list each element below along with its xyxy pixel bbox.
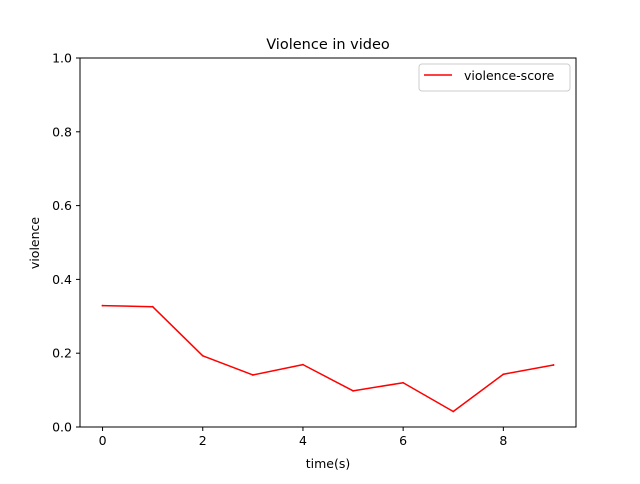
data-point (101, 304, 104, 307)
data-point (251, 374, 254, 376)
data-point (502, 373, 505, 376)
y-tick-label: 0.0 (52, 420, 72, 435)
data-point (452, 410, 455, 413)
plot-frame (79, 57, 577, 428)
x-axis-ticks: 0 2 4 6 8 (99, 427, 507, 448)
series-line-violence-score (101, 304, 555, 413)
chart-title: Violence in video (266, 37, 390, 53)
x-tick-label: 4 (299, 433, 307, 448)
y-tick-label: 0.4 (52, 272, 72, 287)
legend-label-violence-score: violence-score (464, 68, 555, 83)
y-tick-label: 0.6 (52, 198, 72, 213)
series-layer (101, 304, 555, 413)
legend-box (418, 63, 571, 92)
y-axis-label: violence (27, 217, 42, 269)
plot-background (80, 58, 576, 427)
y-tick-label: 0.8 (52, 124, 72, 139)
data-point (552, 364, 555, 366)
data-point (201, 354, 204, 357)
x-tick-label: 2 (199, 433, 207, 448)
data-point (302, 363, 304, 366)
x-axis-label: time(s) (306, 456, 351, 471)
y-tick-label: 1.0 (52, 51, 72, 66)
y-axis-ticks: 0.0 0.2 0.4 0.6 0.8 1.0 (52, 51, 80, 435)
x-tick-label: 6 (399, 433, 407, 448)
x-tick-label: 8 (499, 433, 507, 448)
data-point (352, 389, 354, 392)
x-tick-label: 0 (99, 433, 107, 448)
data-point (151, 305, 154, 308)
y-tick-label: 0.2 (52, 346, 72, 361)
data-point (402, 381, 405, 384)
legend: violence-score (418, 63, 571, 92)
